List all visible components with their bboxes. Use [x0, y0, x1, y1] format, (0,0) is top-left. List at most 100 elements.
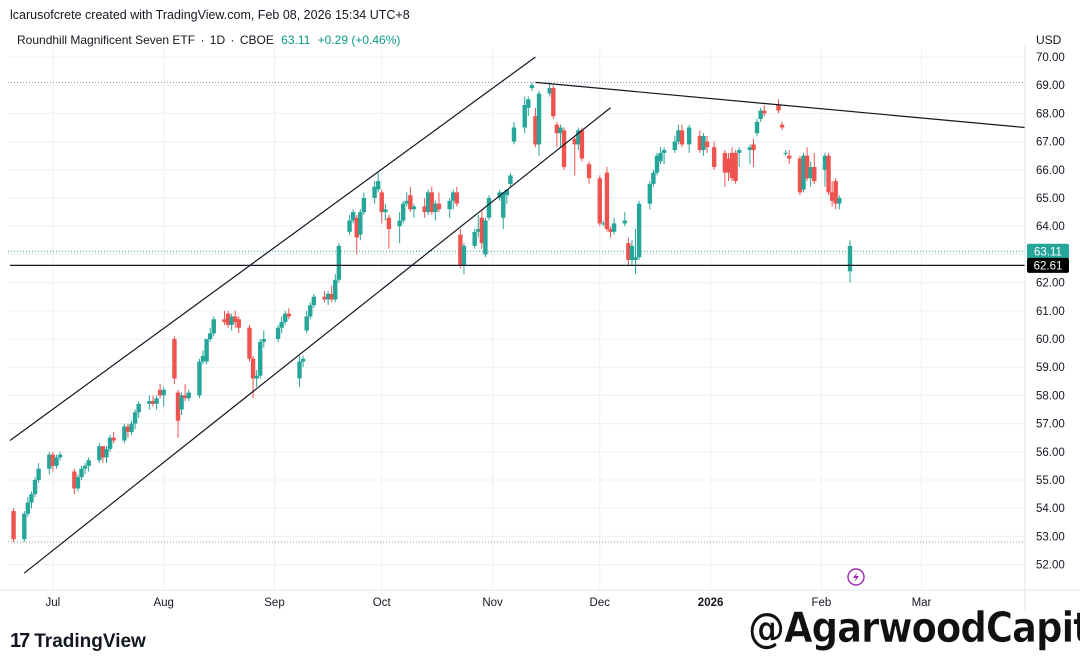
y-tick-label: 66.00	[1036, 165, 1065, 177]
candle-body	[711, 147, 717, 167]
candle-body	[501, 192, 506, 218]
candle-body	[804, 155, 810, 179]
candle-body	[576, 130, 581, 145]
candle-body	[729, 152, 735, 179]
y-tick-label: 64.00	[1036, 221, 1065, 233]
y-tick-label: 68.00	[1036, 108, 1065, 120]
candle-body	[236, 319, 241, 328]
candle-body	[779, 124, 785, 128]
candle-body	[29, 494, 34, 503]
price-change: +0.29 (+0.46%)	[317, 33, 401, 47]
symbol-legend[interactable]: Roundhill Magnificent Seven ETF · 1D · C…	[17, 33, 401, 47]
candle-body	[654, 155, 660, 173]
candle-body	[207, 333, 213, 339]
candle-body	[175, 392, 181, 421]
candle-body	[451, 192, 456, 201]
candle-body	[358, 212, 363, 235]
candle-body	[400, 203, 406, 221]
candle-body	[36, 468, 41, 480]
tradingview-logo[interactable]: 17 TradingView	[10, 630, 146, 653]
tradingview-wordmark: TradingView	[34, 630, 146, 652]
candle-body	[504, 189, 510, 196]
candle-body	[422, 206, 427, 213]
price-label-box	[1027, 257, 1069, 273]
candle-body	[697, 135, 703, 151]
candle-body	[336, 245, 342, 280]
candle-body	[672, 141, 678, 151]
candle-body	[658, 152, 663, 162]
y-tick-label: 67.00	[1036, 137, 1065, 149]
candle-body	[350, 212, 356, 221]
candle-body	[297, 361, 302, 379]
candle-body	[486, 198, 492, 218]
y-tick-label: 61.00	[1036, 306, 1065, 318]
horizontal-levels	[8, 81, 1025, 543]
candle-body	[397, 220, 402, 227]
candle-body	[75, 477, 81, 489]
y-tick-label: 60.00	[1036, 334, 1065, 346]
candle-body	[179, 395, 184, 410]
lightning-icon[interactable]	[847, 568, 865, 586]
candle-body	[333, 279, 338, 300]
candle-body	[325, 293, 331, 300]
candles	[11, 82, 853, 543]
candle-body	[50, 454, 56, 466]
candle-body	[275, 327, 281, 339]
y-axis[interactable]: 52.00 53.00 54.00 55.00 56.00 57.00 58.00 59.00…	[1024, 44, 1065, 612]
candle-body	[433, 203, 438, 213]
candle-body	[129, 423, 134, 433]
y-tick-label: 56.00	[1036, 447, 1065, 459]
candle-body	[354, 217, 359, 238]
candle-body	[97, 446, 102, 461]
candle-body	[608, 229, 613, 232]
x-tick-label: Sep	[264, 597, 284, 609]
candle-body	[136, 403, 141, 413]
candle-body	[611, 223, 617, 232]
candle-body	[250, 358, 256, 379]
x-tick-label: Nov	[482, 597, 503, 609]
candle-body	[200, 355, 206, 362]
trendlines[interactable]	[9, 56, 1026, 574]
y-tick-label: 65.00	[1036, 193, 1065, 205]
candle-body	[604, 172, 610, 230]
candle-body	[404, 200, 409, 204]
candle-body	[279, 322, 284, 328]
candle-body	[808, 166, 813, 179]
x-tick-label: Oct	[373, 597, 392, 609]
candle-body	[161, 389, 166, 396]
candle-body	[261, 339, 266, 342]
candle-body	[758, 110, 763, 120]
candle-body	[461, 245, 467, 266]
candle-body	[511, 127, 517, 142]
candle-body	[458, 234, 463, 266]
candle-body	[676, 130, 681, 142]
candle-body	[408, 195, 413, 210]
candle-body	[426, 192, 431, 213]
candle-body	[572, 138, 577, 145]
candle-body	[454, 192, 460, 204]
candle-body	[86, 460, 91, 466]
y-tick-label: 53.00	[1036, 531, 1065, 543]
candle-body	[597, 178, 602, 224]
x-tick-label: 2026	[698, 597, 724, 609]
candle-body	[826, 155, 831, 193]
grid	[8, 48, 1025, 590]
candle-body	[801, 155, 806, 190]
candle-body	[522, 104, 527, 128]
candle-body	[222, 319, 227, 323]
candle-body	[232, 316, 238, 323]
x-axis[interactable]: Jul Aug Sep Oct Nov Dec 2026 Feb Mar	[0, 589, 1080, 609]
tradingview-mark-icon: 17	[10, 630, 30, 652]
candle-body	[701, 135, 706, 151]
currency-label[interactable]: USD	[1036, 33, 1062, 47]
price-label-box	[1027, 243, 1069, 259]
candle-body	[558, 127, 563, 134]
candle-body	[686, 127, 692, 145]
candle-body	[508, 175, 513, 184]
candle-body	[704, 141, 710, 148]
candle-body	[601, 223, 606, 225]
candle-body	[300, 358, 306, 362]
candle-body	[157, 389, 163, 396]
candle-body	[254, 375, 259, 379]
